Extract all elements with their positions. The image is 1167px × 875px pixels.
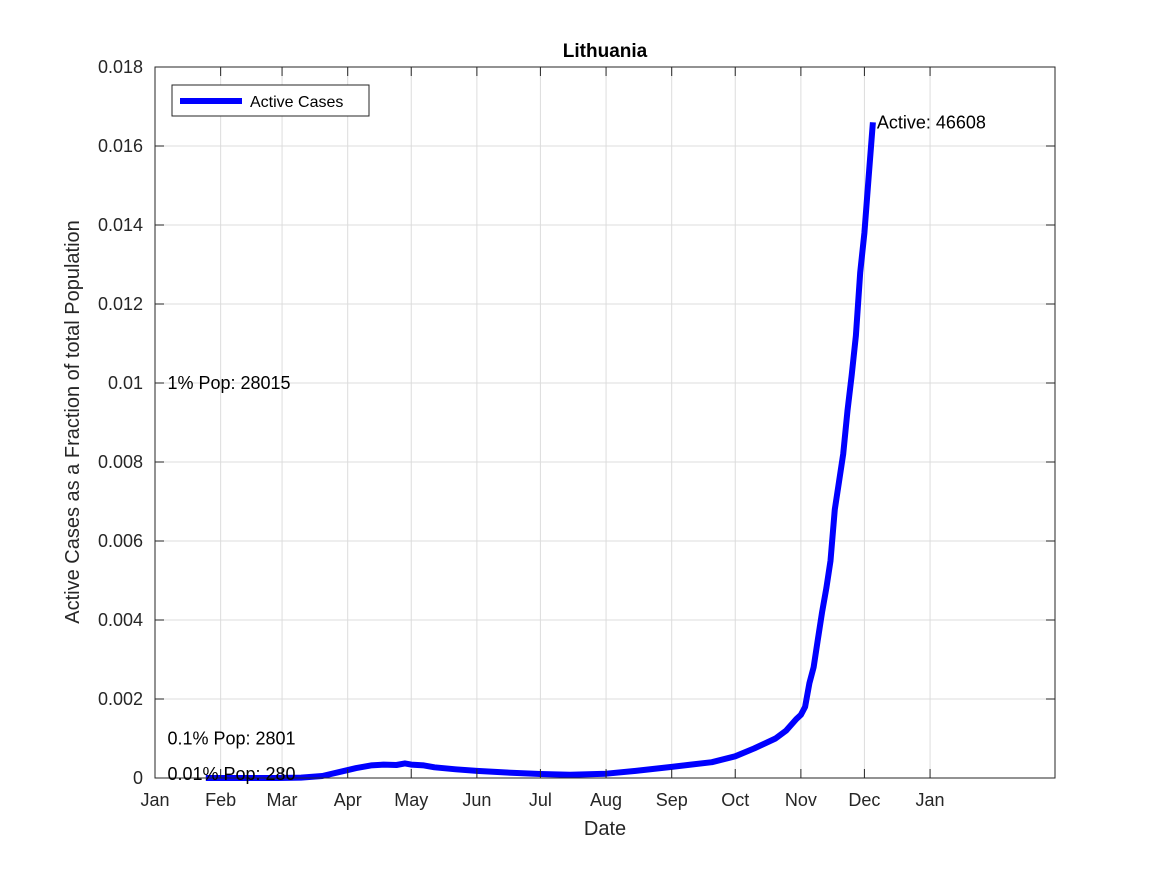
y-tick-label: 0.018 xyxy=(98,57,143,77)
y-tick-label: 0.016 xyxy=(98,136,143,156)
plot-frame xyxy=(154,66,1056,779)
plot-area xyxy=(155,67,1055,778)
annotation-label: Active: 46608 xyxy=(877,112,986,132)
y-tick-label: 0.012 xyxy=(98,294,143,314)
y-tick-label: 0.008 xyxy=(98,452,143,472)
annotation-label: 0.01% Pop: 280 xyxy=(167,764,295,784)
y-tick-label: 0.006 xyxy=(98,531,143,551)
x-tick-label: May xyxy=(394,790,428,810)
x-tick-label: Nov xyxy=(785,790,817,810)
annotations: Active: 46608 1% Pop: 28015 0.1% Pop: 2801… xyxy=(167,112,985,784)
x-tick-label: Sep xyxy=(656,790,688,810)
y-tick-label: 0.01 xyxy=(108,373,143,393)
legend: Active Cases xyxy=(171,84,370,117)
chart-title: Lithuania xyxy=(563,41,648,62)
x-tick-label: Feb xyxy=(205,790,236,810)
y-tick-label: 0.004 xyxy=(98,610,143,630)
x-tick-label: Apr xyxy=(334,790,362,810)
y-tick-label: 0.014 xyxy=(98,215,143,235)
y-axis-title: Active Cases as a Fraction of total Popu… xyxy=(62,220,84,624)
x-tick-label: Oct xyxy=(721,790,749,810)
x-tick-label: Jul xyxy=(529,790,552,810)
x-axis-title: Date xyxy=(584,818,626,840)
x-tick-label: Jan xyxy=(140,790,169,810)
axis-ticks: Jan Feb Mar Apr May Jun Jul Aug Sep Oct Nov Dec Jan0… xyxy=(98,57,1055,810)
annotation-label: 1% Pop: 28015 xyxy=(167,373,290,393)
y-tick-label: 0.002 xyxy=(98,689,143,709)
x-tick-label: Mar xyxy=(267,790,298,810)
legend-label-active-cases: Active Cases xyxy=(250,94,343,111)
grid-lines xyxy=(155,67,1055,778)
x-tick-label: Jun xyxy=(462,790,491,810)
x-tick-label: Dec xyxy=(848,790,880,810)
x-tick-label: Aug xyxy=(590,790,622,810)
x-tick-label: Jan xyxy=(916,790,945,810)
series-layer xyxy=(205,122,876,781)
series-line-active-cases xyxy=(205,122,876,781)
annotation-label: 0.1% Pop: 2801 xyxy=(167,729,295,749)
y-tick-label: 0 xyxy=(133,768,143,788)
